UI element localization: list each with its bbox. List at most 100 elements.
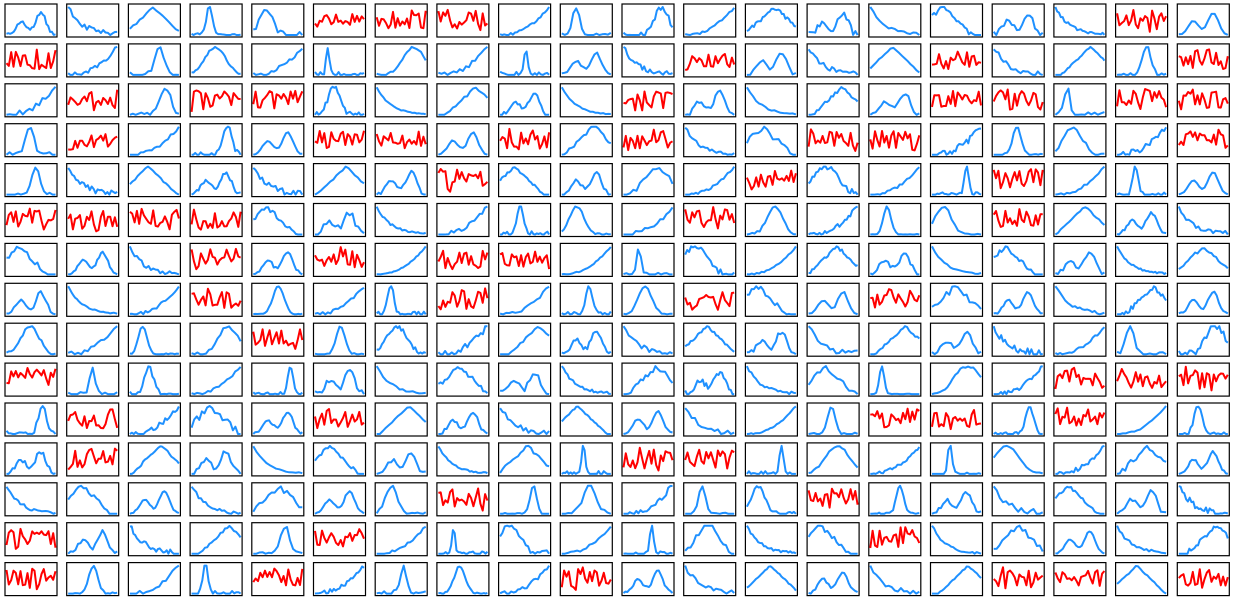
series-line xyxy=(67,45,118,76)
panel-r12-c0 xyxy=(4,482,58,517)
series-line xyxy=(931,330,982,356)
series-line xyxy=(67,285,118,315)
series-line xyxy=(808,11,859,36)
panel-r2-c10 xyxy=(621,83,675,118)
panel-r2-c12 xyxy=(744,83,799,118)
panel-r10-c4 xyxy=(251,402,305,437)
series-line-flagged xyxy=(1178,568,1229,589)
series-line xyxy=(684,325,735,353)
panel-frame xyxy=(4,442,58,477)
series-line xyxy=(1117,405,1167,435)
panel-r7-c17 xyxy=(1053,282,1107,317)
series-line-flagged xyxy=(1054,569,1106,587)
series-line xyxy=(622,46,673,76)
panel-r8-c13 xyxy=(806,322,860,357)
panel-r13-c12 xyxy=(744,522,799,557)
series-line-flagged xyxy=(684,206,736,230)
panel-frame xyxy=(251,442,305,477)
panel-r0-c14 xyxy=(868,3,922,38)
panel-frame xyxy=(1053,482,1107,517)
panel-frame xyxy=(1114,522,1169,557)
panel-r13-c16 xyxy=(991,522,1045,557)
panel-frame xyxy=(436,402,490,437)
series-line xyxy=(869,565,920,595)
panel-frame xyxy=(868,322,922,357)
panel-frame xyxy=(312,482,367,517)
series-line xyxy=(1054,285,1105,316)
series-line-flagged xyxy=(869,526,921,549)
panel-r6-c8 xyxy=(498,242,552,277)
panel-frame xyxy=(868,3,922,38)
panel-r0-c18 xyxy=(1114,3,1169,38)
panel-frame xyxy=(251,362,305,397)
series-line xyxy=(438,565,488,595)
panel-r13-c5 xyxy=(312,522,367,557)
panel-r4-c1 xyxy=(66,163,120,198)
panel-frame xyxy=(127,163,181,198)
series-line xyxy=(685,485,735,515)
panel-r10-c13 xyxy=(806,402,860,437)
series-line-flagged xyxy=(438,487,489,512)
panel-frame xyxy=(559,402,613,437)
series-line xyxy=(1055,444,1105,475)
series-line xyxy=(993,245,1043,276)
panel-r12-c13 xyxy=(806,482,860,517)
panel-frame xyxy=(312,402,367,437)
panel-frame xyxy=(1053,322,1107,357)
panel-r11-c16 xyxy=(991,442,1045,477)
series-line-flagged xyxy=(314,246,365,269)
panel-r14-c19 xyxy=(1176,561,1230,597)
series-line xyxy=(992,444,1043,475)
series-line xyxy=(1116,245,1167,275)
series-line-flagged xyxy=(992,168,1044,190)
series-line xyxy=(808,86,859,116)
series-line xyxy=(499,565,550,595)
panel-r7-c1 xyxy=(66,282,120,317)
panel-r6-c14 xyxy=(868,242,922,277)
series-line xyxy=(6,245,56,276)
panel-r5-c15 xyxy=(929,202,984,238)
panel-r1-c3 xyxy=(189,43,243,78)
panel-r2-c19 xyxy=(1176,83,1230,118)
panel-r0-c7 xyxy=(436,3,490,38)
panel-r4-c2 xyxy=(127,163,181,198)
series-line xyxy=(561,444,611,475)
series-line xyxy=(931,6,981,36)
series-line xyxy=(129,126,180,156)
panel-r7-c16 xyxy=(991,282,1045,317)
panel-r6-c16 xyxy=(991,242,1045,277)
panel-r14-c10 xyxy=(621,561,675,597)
panel-frame xyxy=(1114,442,1169,477)
panel-r4-c8 xyxy=(498,163,552,198)
panel-r13-c1 xyxy=(66,522,120,557)
series-line xyxy=(500,373,550,396)
panel-frame xyxy=(127,3,181,38)
panel-frame xyxy=(1114,561,1169,597)
panel-r3-c17 xyxy=(1053,123,1107,158)
panel-r13-c19 xyxy=(1176,522,1230,557)
panel-frame xyxy=(744,442,799,477)
series-line-flagged xyxy=(314,528,365,548)
panel-r9-c3 xyxy=(189,362,243,397)
panel-r1-c18 xyxy=(1114,43,1169,78)
panel-frame xyxy=(868,522,922,557)
panel-r3-c15 xyxy=(929,123,984,158)
series-line xyxy=(807,325,858,355)
panel-frame xyxy=(189,43,243,78)
panel-r11-c19 xyxy=(1176,442,1230,477)
series-line xyxy=(1054,485,1105,515)
panel-r8-c7 xyxy=(436,322,490,357)
panel-r0-c16 xyxy=(991,3,1045,38)
panel-frame xyxy=(312,561,367,597)
series-line xyxy=(622,325,673,355)
series-line xyxy=(191,45,241,75)
series-line-flagged xyxy=(1116,368,1167,389)
series-line xyxy=(375,484,427,515)
series-line xyxy=(68,250,118,276)
panel-r5-c7 xyxy=(436,202,490,238)
panel-r3-c12 xyxy=(744,123,799,158)
series-line xyxy=(499,407,550,435)
panel-r10-c8 xyxy=(498,402,552,437)
series-line xyxy=(623,167,674,196)
series-line-flagged xyxy=(191,287,242,309)
